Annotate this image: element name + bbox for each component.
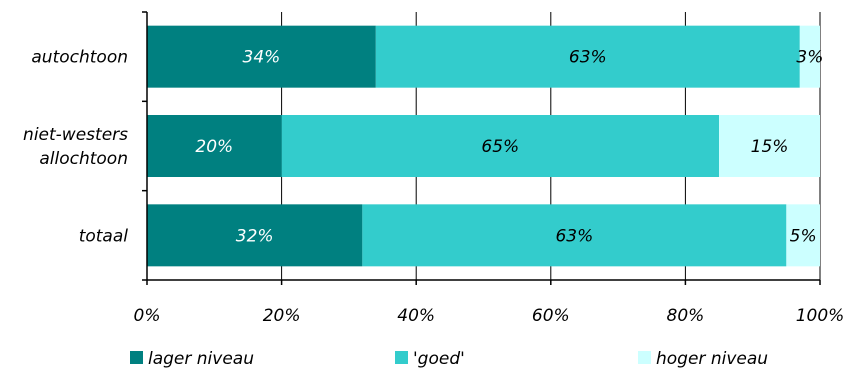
data-label: 63% bbox=[569, 48, 607, 68]
category-label: totaal bbox=[79, 226, 129, 246]
category-label: allochtoon bbox=[39, 149, 128, 169]
x-tick-label: 40% bbox=[397, 306, 435, 326]
data-label: 3% bbox=[796, 48, 823, 68]
bar-segment bbox=[147, 115, 282, 177]
category-label: niet-westers bbox=[23, 125, 128, 145]
legend-label: 'goed' bbox=[413, 349, 465, 369]
bar-segment bbox=[147, 25, 376, 88]
x-tick-label: 0% bbox=[134, 306, 161, 326]
data-label: 34% bbox=[243, 48, 281, 68]
data-label: 65% bbox=[481, 137, 519, 157]
data-label: 15% bbox=[751, 137, 789, 157]
category-label: autochtoon bbox=[31, 48, 128, 68]
data-label: 32% bbox=[236, 226, 274, 246]
bar-segment bbox=[786, 204, 820, 267]
legend-swatch bbox=[395, 351, 408, 364]
data-label: 5% bbox=[790, 226, 817, 246]
legend: lager niveau 'goed' hoger niveau bbox=[130, 349, 768, 369]
bar-segment bbox=[799, 25, 820, 88]
data-label: 63% bbox=[555, 226, 593, 246]
data-labels: 34% 63% 3% 20% 65% 15% 32% 63% 5% bbox=[195, 48, 823, 247]
legend-swatch bbox=[638, 351, 651, 364]
bar-segment bbox=[375, 25, 800, 88]
legend-label: lager niveau bbox=[148, 349, 254, 369]
category-labels: autochtoon niet-westers allochtoon totaal bbox=[23, 48, 128, 247]
legend-swatch bbox=[130, 351, 143, 364]
x-tick-label: 80% bbox=[667, 306, 705, 326]
axes bbox=[142, 11, 821, 285]
x-tick-label: 100% bbox=[796, 306, 845, 326]
x-tick-label: 20% bbox=[263, 306, 301, 326]
bar-segment bbox=[147, 204, 363, 267]
bars bbox=[147, 25, 820, 267]
data-label: 20% bbox=[195, 137, 233, 157]
x-tick-label: 60% bbox=[532, 306, 570, 326]
x-tick-labels: 0% 20% 40% 60% 80% 100% bbox=[134, 306, 845, 326]
bar-segment bbox=[362, 204, 787, 267]
legend-label: hoger niveau bbox=[656, 349, 768, 369]
bar-segment bbox=[281, 115, 720, 177]
bar-segment bbox=[719, 115, 820, 177]
